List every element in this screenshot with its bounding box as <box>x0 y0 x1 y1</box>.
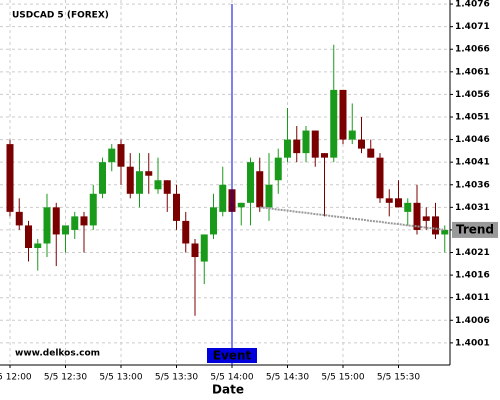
candle-body <box>385 198 393 203</box>
y-tick-label: 1.4051 <box>455 112 490 122</box>
candle-body <box>145 171 153 176</box>
trend-label-box <box>452 221 498 238</box>
candle-body <box>441 229 449 235</box>
candle-body <box>80 216 88 226</box>
x-tick-label: 5/5 14:00 <box>210 373 254 383</box>
y-tick-label: 1.4066 <box>455 45 490 55</box>
candle-body <box>15 211 23 226</box>
candle-body <box>395 198 402 208</box>
candle-body <box>34 243 42 249</box>
candle-body <box>404 202 412 212</box>
y-tick-label: 1.4006 <box>455 316 490 326</box>
candle-body <box>99 162 106 194</box>
candle-body <box>265 184 273 208</box>
x-tick-label: 5/5 13:30 <box>155 373 199 383</box>
candle-body <box>210 207 217 235</box>
candle-body <box>284 139 291 158</box>
x-axis-title: Date <box>212 383 244 397</box>
candle-body <box>274 157 282 181</box>
candle-body <box>432 216 439 235</box>
watermark: www.delkos.com <box>15 349 100 359</box>
candle-body <box>330 89 338 158</box>
candle-body <box>219 184 227 212</box>
candle-body <box>173 193 180 221</box>
candle-body <box>200 234 208 262</box>
trend-label: Trend <box>456 222 494 236</box>
y-tick-label: 1.4041 <box>455 158 490 168</box>
candle-body <box>43 207 51 244</box>
x-tick-label: 5/5 15:00 <box>321 373 365 383</box>
y-tick-label: 1.4001 <box>455 338 490 348</box>
candle-body <box>62 225 69 235</box>
x-tick-label: 5/5 13:00 <box>99 373 143 383</box>
candle-body <box>154 180 162 190</box>
trend-line <box>259 206 445 231</box>
candle-body <box>413 202 421 230</box>
candle-body <box>136 171 143 194</box>
candle-body <box>237 202 245 208</box>
candle-body <box>6 144 14 212</box>
candle-body <box>25 225 32 249</box>
candle-body <box>422 216 430 221</box>
x-tick-label: 5/5 14:30 <box>266 373 310 383</box>
y-tick-label: 1.4036 <box>455 180 490 190</box>
candle-body <box>117 144 125 167</box>
candle-body <box>367 148 375 158</box>
candle-body <box>71 216 79 230</box>
event-label: Event <box>213 349 252 363</box>
candle-body <box>163 180 171 194</box>
y-tick-label: 1.4061 <box>455 67 490 77</box>
candle-body <box>247 162 254 203</box>
y-tick-label: 1.4046 <box>455 135 490 145</box>
candle-body <box>191 243 199 258</box>
candle-body <box>126 166 134 194</box>
candle-body <box>89 193 97 226</box>
candle-body <box>108 148 116 163</box>
candle-body <box>293 139 301 154</box>
candle-body <box>311 130 319 158</box>
candle-body <box>302 130 310 154</box>
x-tick-label: 5/5 15:30 <box>377 373 421 383</box>
chart-title: USDCAD 5 (FOREX) <box>12 11 109 21</box>
candle-body <box>376 157 384 199</box>
candle-body <box>348 130 356 140</box>
y-tick-label: 1.4011 <box>455 293 490 303</box>
y-tick-label: 1.4056 <box>455 90 490 100</box>
x-tick-label: 5/5 12:30 <box>44 373 88 383</box>
y-tick-label: 1.4071 <box>455 22 490 32</box>
plot <box>6 44 449 316</box>
candle-body <box>321 153 328 158</box>
candle-body <box>339 89 347 140</box>
y-tick-label: 1.4016 <box>455 271 490 281</box>
candle-body <box>358 139 365 149</box>
candle-body <box>182 220 190 244</box>
event-label-box <box>207 348 257 363</box>
y-tick-label: 1.4021 <box>455 248 490 258</box>
y-tick-label: 1.4076 <box>455 0 490 10</box>
candle-body <box>256 171 264 208</box>
x-tick-label: 5/5 12:00 <box>0 373 32 383</box>
y-tick-label: 1.4031 <box>455 203 490 213</box>
candle-body <box>52 207 60 235</box>
